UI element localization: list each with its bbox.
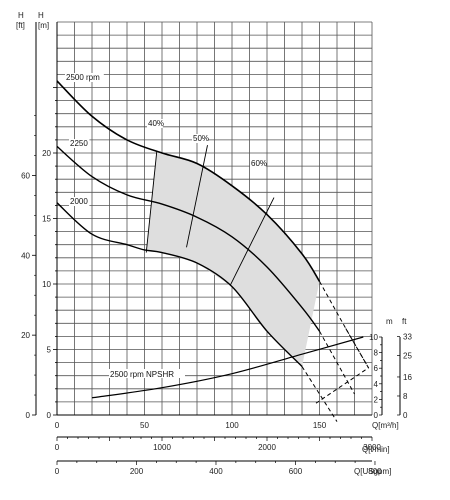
tick-label-left-ft: 0 bbox=[26, 411, 31, 420]
tick-label-right-m: 0 bbox=[374, 411, 379, 420]
tick-label-left-m: 0 bbox=[47, 411, 52, 420]
series-label-bg bbox=[69, 197, 90, 206]
tick-label-right-ft: 25 bbox=[403, 352, 412, 361]
curve-extension-dashed bbox=[301, 366, 338, 422]
tick-label-right-ft: 0 bbox=[403, 411, 408, 420]
npsh-connector-dashed bbox=[315, 328, 370, 404]
axis-m3h-label: Q[m³/h] bbox=[372, 421, 399, 430]
axis-lmin-label: Q[l/min] bbox=[362, 445, 390, 454]
tick-label-m3h: 100 bbox=[225, 421, 239, 430]
series-label: 2500 rpm bbox=[66, 73, 100, 82]
tick-label-right-m: 6 bbox=[374, 364, 379, 373]
tick-label-usgpm: 0 bbox=[55, 467, 60, 476]
axis-left-m-label: H bbox=[38, 11, 44, 20]
curve-2000 bbox=[56, 202, 303, 367]
tick-label-left-m: 20 bbox=[42, 149, 51, 158]
tick-label-left-ft: 60 bbox=[21, 171, 30, 180]
tick-label-lmin: 0 bbox=[55, 443, 60, 452]
curve-2500 bbox=[56, 80, 321, 282]
efficiency-label: 50% bbox=[193, 134, 209, 143]
axis-right-ft-label: ft bbox=[402, 317, 407, 326]
efficiency-label: 60% bbox=[251, 159, 267, 168]
tick-label-m3h: 50 bbox=[140, 421, 149, 430]
tick-label-left-ft: 20 bbox=[21, 331, 30, 340]
labels: 2500 rpm 2250 2000 40% 50% 60% 2500 rpm NPSHR bbox=[65, 73, 267, 379]
tick-label-right-ft: 16 bbox=[403, 373, 412, 382]
tick-label-right-m: 2 bbox=[374, 395, 379, 404]
tick-label-usgpm: 800 bbox=[368, 467, 382, 476]
tick-label-right-m: 8 bbox=[374, 349, 379, 358]
tick-label-right-m: 4 bbox=[374, 380, 379, 389]
efficiency-label-bg bbox=[192, 134, 208, 143]
curve-2250 bbox=[56, 145, 321, 332]
efficiency-line bbox=[229, 197, 275, 286]
efficiency-label-bg bbox=[147, 119, 163, 128]
operating-range-shade bbox=[146, 151, 320, 367]
axis-left-ft-unit: [ft] bbox=[16, 21, 25, 30]
tick-label-lmin: 3000 bbox=[363, 443, 381, 452]
tick-label-left-ft: 40 bbox=[21, 251, 30, 260]
curve-npshr bbox=[91, 336, 364, 399]
curves bbox=[56, 80, 370, 422]
tick-label-left-m: 10 bbox=[42, 280, 51, 289]
tick-label-m3h: 150 bbox=[313, 421, 327, 430]
series-label: 2000 bbox=[70, 197, 88, 206]
tick-label-usgpm: 200 bbox=[130, 467, 144, 476]
axis-right-m-label: m bbox=[386, 317, 393, 326]
series-label: 2500 rpm NPSHR bbox=[110, 370, 174, 379]
axis-left-ft-label: H bbox=[18, 11, 24, 20]
tick-label-right-ft: 8 bbox=[403, 392, 408, 401]
efficiency-label-bg bbox=[250, 159, 266, 168]
tick-label-usgpm: 600 bbox=[289, 467, 303, 476]
curve-extension-dashed bbox=[319, 330, 355, 395]
tick-label-usgpm: 400 bbox=[209, 467, 223, 476]
efficiency-line bbox=[186, 145, 208, 248]
efficiency-label: 40% bbox=[148, 119, 164, 128]
series-label-bg bbox=[69, 139, 90, 148]
tick-label-left-m: 15 bbox=[42, 215, 51, 224]
axis-usgpm-label: Q[USgpm] bbox=[354, 467, 391, 476]
tick-label-right-ft: 33 bbox=[403, 333, 412, 342]
tick-label-m3h: 0 bbox=[55, 421, 60, 430]
series-label-bg bbox=[109, 369, 185, 378]
efficiency-line bbox=[145, 151, 158, 253]
tick-label-left-m: 5 bbox=[47, 346, 52, 355]
tick-label-lmin: 1000 bbox=[153, 443, 171, 452]
axis-left-m-unit: [m] bbox=[38, 21, 49, 30]
series-label-bg bbox=[65, 73, 104, 82]
tick-label-lmin: 2000 bbox=[258, 443, 276, 452]
tick-label-right-m: 10 bbox=[369, 333, 378, 342]
series-label: 2250 bbox=[70, 139, 88, 148]
